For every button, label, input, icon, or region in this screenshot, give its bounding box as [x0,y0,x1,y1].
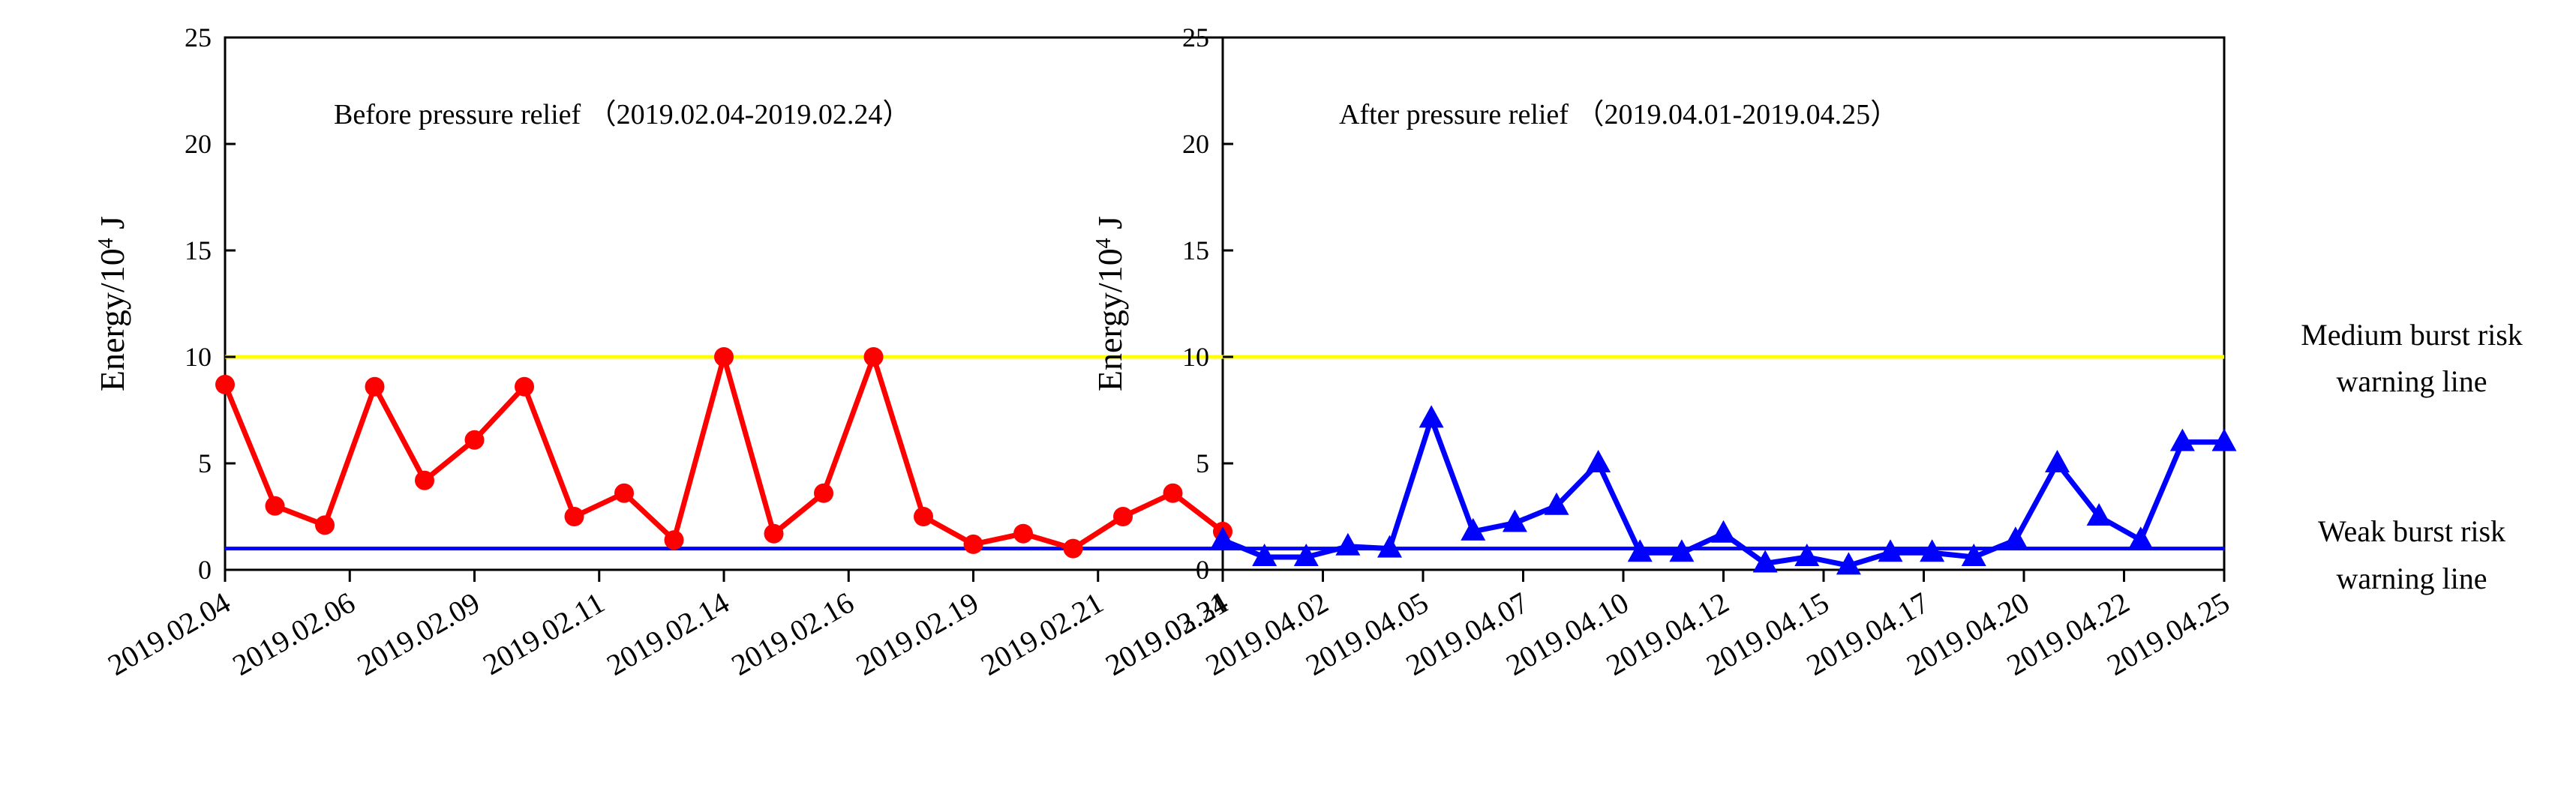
panel-left-ylabel: Energy/104 J [93,216,131,391]
panel-left-ytick-label: 25 [185,22,212,52]
panel-left-data-point [1163,483,1183,503]
panel-left-data-point [614,483,634,503]
panel-right-data-point [1586,450,1611,472]
panel-left-xtick-label: 2019.02.11 [477,586,610,682]
panel-right-data-point [1419,405,1444,428]
panel-right-data-point [1252,543,1277,566]
panel-right-ylabel-unit: J [1091,216,1129,238]
panel-left-ytick-label: 5 [198,448,212,478]
panel-right-data-point [2128,526,2154,550]
panel-left-ytick-label: 15 [185,235,212,265]
panel-right-data-point [1377,535,1402,558]
panel-right-data-point [1335,532,1361,556]
panel-right-ylabel-main: Energy/10 [1091,248,1129,391]
panel-right-data-point [1669,539,1695,562]
panel-left-data-point [714,347,734,367]
panel-right-data-point [1544,492,1569,515]
panel-left-data-point [415,470,434,490]
panel-right-data-point [1836,552,1861,575]
series [215,347,2237,575]
panel-right-data-point [1920,539,1945,562]
panel-left-data-point [515,376,534,397]
panel-right-ytick-label: 15 [1182,235,1209,265]
medium-line-label-2: warning line [2336,364,2487,398]
panel-left-data-point [963,534,983,554]
panel-right-ytick-label: 0 [1196,555,1209,585]
panel-left-xtick-label: 2019.02.19 [851,586,984,682]
panel-right-series-line [1221,415,2224,568]
panel-right-data-point [2169,428,2195,451]
panel-right-data-point [1711,520,1736,543]
panel-right-data-point [2086,503,2112,526]
panel-right-data-point [1627,539,1653,562]
panel-right-ytick-label: 20 [1182,129,1209,159]
panel-left-data-point [1063,538,1083,559]
panel-right-data-point [1878,539,1903,562]
panel-left-ylabel-main: Energy/10 [93,248,131,391]
panel-left-data-point [814,483,833,503]
panel-right-data-point [1794,543,1820,566]
panel-right-data-point [1752,550,1778,573]
medium-line-label-1: Medium burst risk [2301,318,2523,352]
panel-right-ytick-label: 10 [1182,342,1209,372]
panel-left-data-point [464,430,485,450]
panel-left-xtick-label: 2019.02.16 [725,586,859,682]
panel-left-data-point [914,507,933,526]
panel-left-data-point [564,507,584,526]
panel-right-data-point [1293,543,1319,566]
panel-right-ytick-label: 25 [1182,22,1209,52]
panel-left-ytick-label: 20 [185,129,212,159]
panel-right-ylabel: Energy/104 J [1091,216,1129,391]
panel-left-ytick-label: 10 [185,342,212,372]
panel-right-ytick-label: 5 [1196,448,1209,478]
panel-right-title: After pressure relief （2019.04.01-2019.0… [1339,99,1899,130]
panel-left-ylabel-sup: 4 [95,238,118,248]
panel-left-data-point [1013,523,1033,544]
panel-left-xtick-label: 2019.02.06 [227,586,360,682]
panel-right-data-point [1502,509,1527,532]
panel-left-data-point [1113,507,1133,526]
panel-left-data-point [365,376,385,397]
weak-line-label-2: warning line [2336,562,2487,595]
panel-right-data-point [1961,543,1986,566]
panel-left-data-point [764,523,784,544]
panel-left-title: Before pressure relief （2019.02.04-2019.… [334,99,911,130]
panel-left-xtick-label: 2019.02.21 [975,586,1109,682]
panel-left-data-point [863,347,884,367]
panel-right-data-point [1461,517,1486,541]
panel-left-ytick-label: 0 [198,555,212,585]
panel-right-data-point [2003,526,2028,550]
panel-right-data-point [2045,450,2070,472]
panel-right-ylabel-sup: 4 [1092,238,1115,248]
panel-left-ylabel-unit: J [93,216,131,238]
panel-left-data-point [265,496,285,516]
panel-left-data-point [664,530,684,550]
panel-right-data-point [1210,526,1235,550]
panel-left-xtick-label: 2019.02.09 [352,586,485,682]
weak-line-label-1: Weak burst risk [2318,514,2505,548]
panel-right-data-point [2211,428,2237,451]
panel-left-xtick-label: 2019.02.14 [601,586,734,682]
panel-left-data-point [215,374,235,394]
panel-left-xtick-label: 2019.02.04 [102,586,236,682]
panel-left-data-point [315,515,335,535]
